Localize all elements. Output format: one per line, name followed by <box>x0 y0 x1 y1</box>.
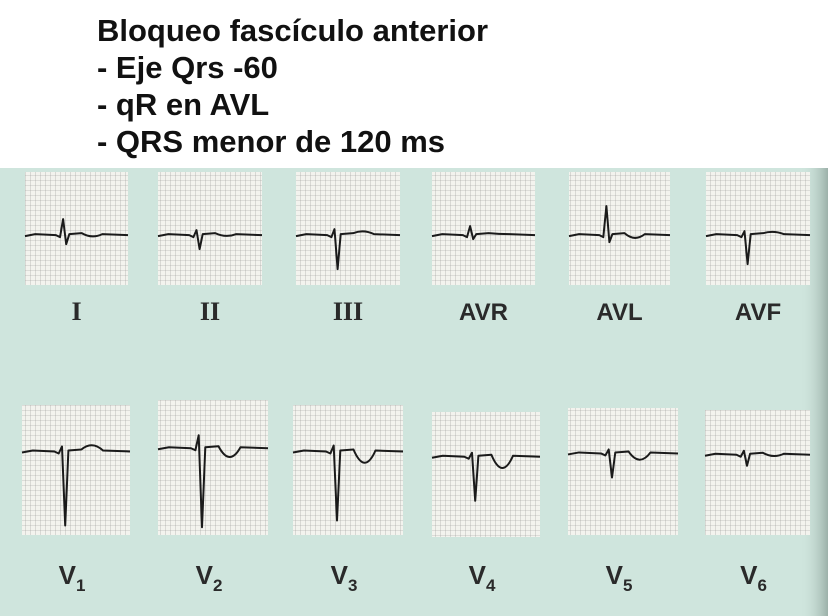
lead-letter: V <box>740 560 758 590</box>
background <box>0 168 828 616</box>
lead-letter: V <box>606 560 624 590</box>
lead-label: AVL <box>596 299 642 326</box>
ecg-trace <box>431 451 541 502</box>
lead-label: V4 <box>469 560 496 595</box>
ecg-panel <box>25 172 128 285</box>
ecg-panel <box>705 410 810 535</box>
ecg-panel <box>706 172 810 285</box>
lead-label: II <box>200 297 220 326</box>
lead-subscript: 1 <box>76 576 85 595</box>
lead-label: III <box>333 297 363 326</box>
lead-subscript: 5 <box>623 576 632 595</box>
ecg-trace <box>705 230 811 266</box>
lead-letter: V <box>331 560 349 590</box>
lead-label: V2 <box>196 560 223 595</box>
lead-label: AVF <box>735 299 781 326</box>
ecg-panel <box>569 172 670 285</box>
ecg-trace <box>157 229 263 251</box>
lead-label: V6 <box>740 560 767 595</box>
ecg-trace <box>24 218 129 246</box>
ecg-panel <box>22 405 130 535</box>
ecg-panel <box>158 172 262 285</box>
ecg-panel <box>432 172 535 285</box>
lead-letter: V <box>469 560 487 590</box>
ecg-trace <box>157 434 269 529</box>
lead-letter: V <box>59 560 77 590</box>
lead-label: AVR <box>459 299 508 326</box>
lead-label: V5 <box>606 560 633 595</box>
ecg-trace <box>567 448 679 479</box>
ecg-panel <box>296 172 400 285</box>
lead-subscript: 3 <box>348 576 357 595</box>
ecg-panel <box>568 408 678 535</box>
ecg-trace <box>295 228 401 271</box>
lead-label: I <box>71 297 81 326</box>
ecg-trace <box>704 449 811 467</box>
ecg-trace <box>431 225 536 241</box>
title-line: Bloqueo fascículo anterior <box>97 13 489 48</box>
lead-letter: V <box>196 560 214 590</box>
lead-subscript: 6 <box>757 576 766 595</box>
lead-subscript: 2 <box>213 576 222 595</box>
ecg-panel <box>158 400 268 535</box>
title-block: Bloqueo fascículo anterior - Eje Qrs -60… <box>97 12 488 160</box>
title-line: - QRS menor de 120 ms <box>97 124 446 159</box>
ecg-panel <box>293 405 403 535</box>
title-line: - qR en AVL <box>97 87 270 122</box>
lead-subscript: 4 <box>486 576 496 595</box>
ecg-trace <box>292 444 404 522</box>
ecg-trace <box>21 444 131 527</box>
lead-label: V3 <box>331 560 358 595</box>
ecg-trace <box>568 205 671 244</box>
title-line: - Eje Qrs -60 <box>97 50 278 85</box>
lead-label: V1 <box>59 560 86 595</box>
ecg-panel <box>432 412 540 537</box>
